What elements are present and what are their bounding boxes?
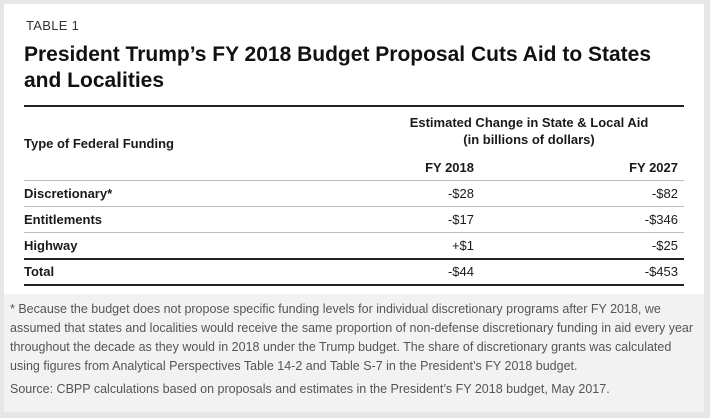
fy2018-value: -$44 (264, 257, 480, 286)
source-note: Source: CBPP calculations based on propo… (10, 382, 610, 396)
table-footer: * Because the budget does not propose sp… (4, 294, 704, 412)
table-row: Entitlements -$17 -$346 (24, 206, 684, 233)
fy2027-value: -$25 (480, 232, 684, 259)
fy2027-value: -$346 (480, 206, 684, 233)
fy2027-value: -$453 (480, 257, 684, 286)
fy2018-value: -$17 (264, 206, 480, 233)
group-header-line1: Estimated Change in State & Local Aid (409, 114, 649, 130)
footnote: * Because the budget does not propose sp… (10, 302, 694, 373)
row-label: Highway (24, 232, 264, 259)
column-header-fy2018: FY 2018 (425, 159, 474, 175)
row-label: Entitlements (24, 206, 264, 233)
table-label: TABLE 1 (26, 18, 80, 33)
table-row: Discretionary* -$28 -$82 (24, 180, 684, 207)
group-header-line2: (in billions of dollars) (463, 131, 595, 147)
column-header-fy2027: FY 2027 (629, 159, 678, 175)
budget-table: Type of Federal Funding Estimated Change… (24, 105, 684, 286)
fy2018-value: -$28 (264, 180, 480, 207)
table-title: President Trump’s FY 2018 Budget Proposa… (24, 43, 652, 92)
table-row: Highway +$1 -$25 (24, 232, 684, 259)
row-label: Discretionary* (24, 180, 264, 207)
total-row: Total -$44 -$453 (24, 257, 684, 286)
table-panel: TABLE 1 President Trump’s FY 2018 Budget… (4, 4, 704, 294)
row-label: Total (24, 257, 264, 286)
group-header: Estimated Change in State & Local Aid (i… (264, 105, 684, 154)
fy2018-value: +$1 (264, 232, 480, 259)
fy2027-value: -$82 (480, 180, 684, 207)
row-header: Type of Federal Funding (24, 105, 264, 181)
